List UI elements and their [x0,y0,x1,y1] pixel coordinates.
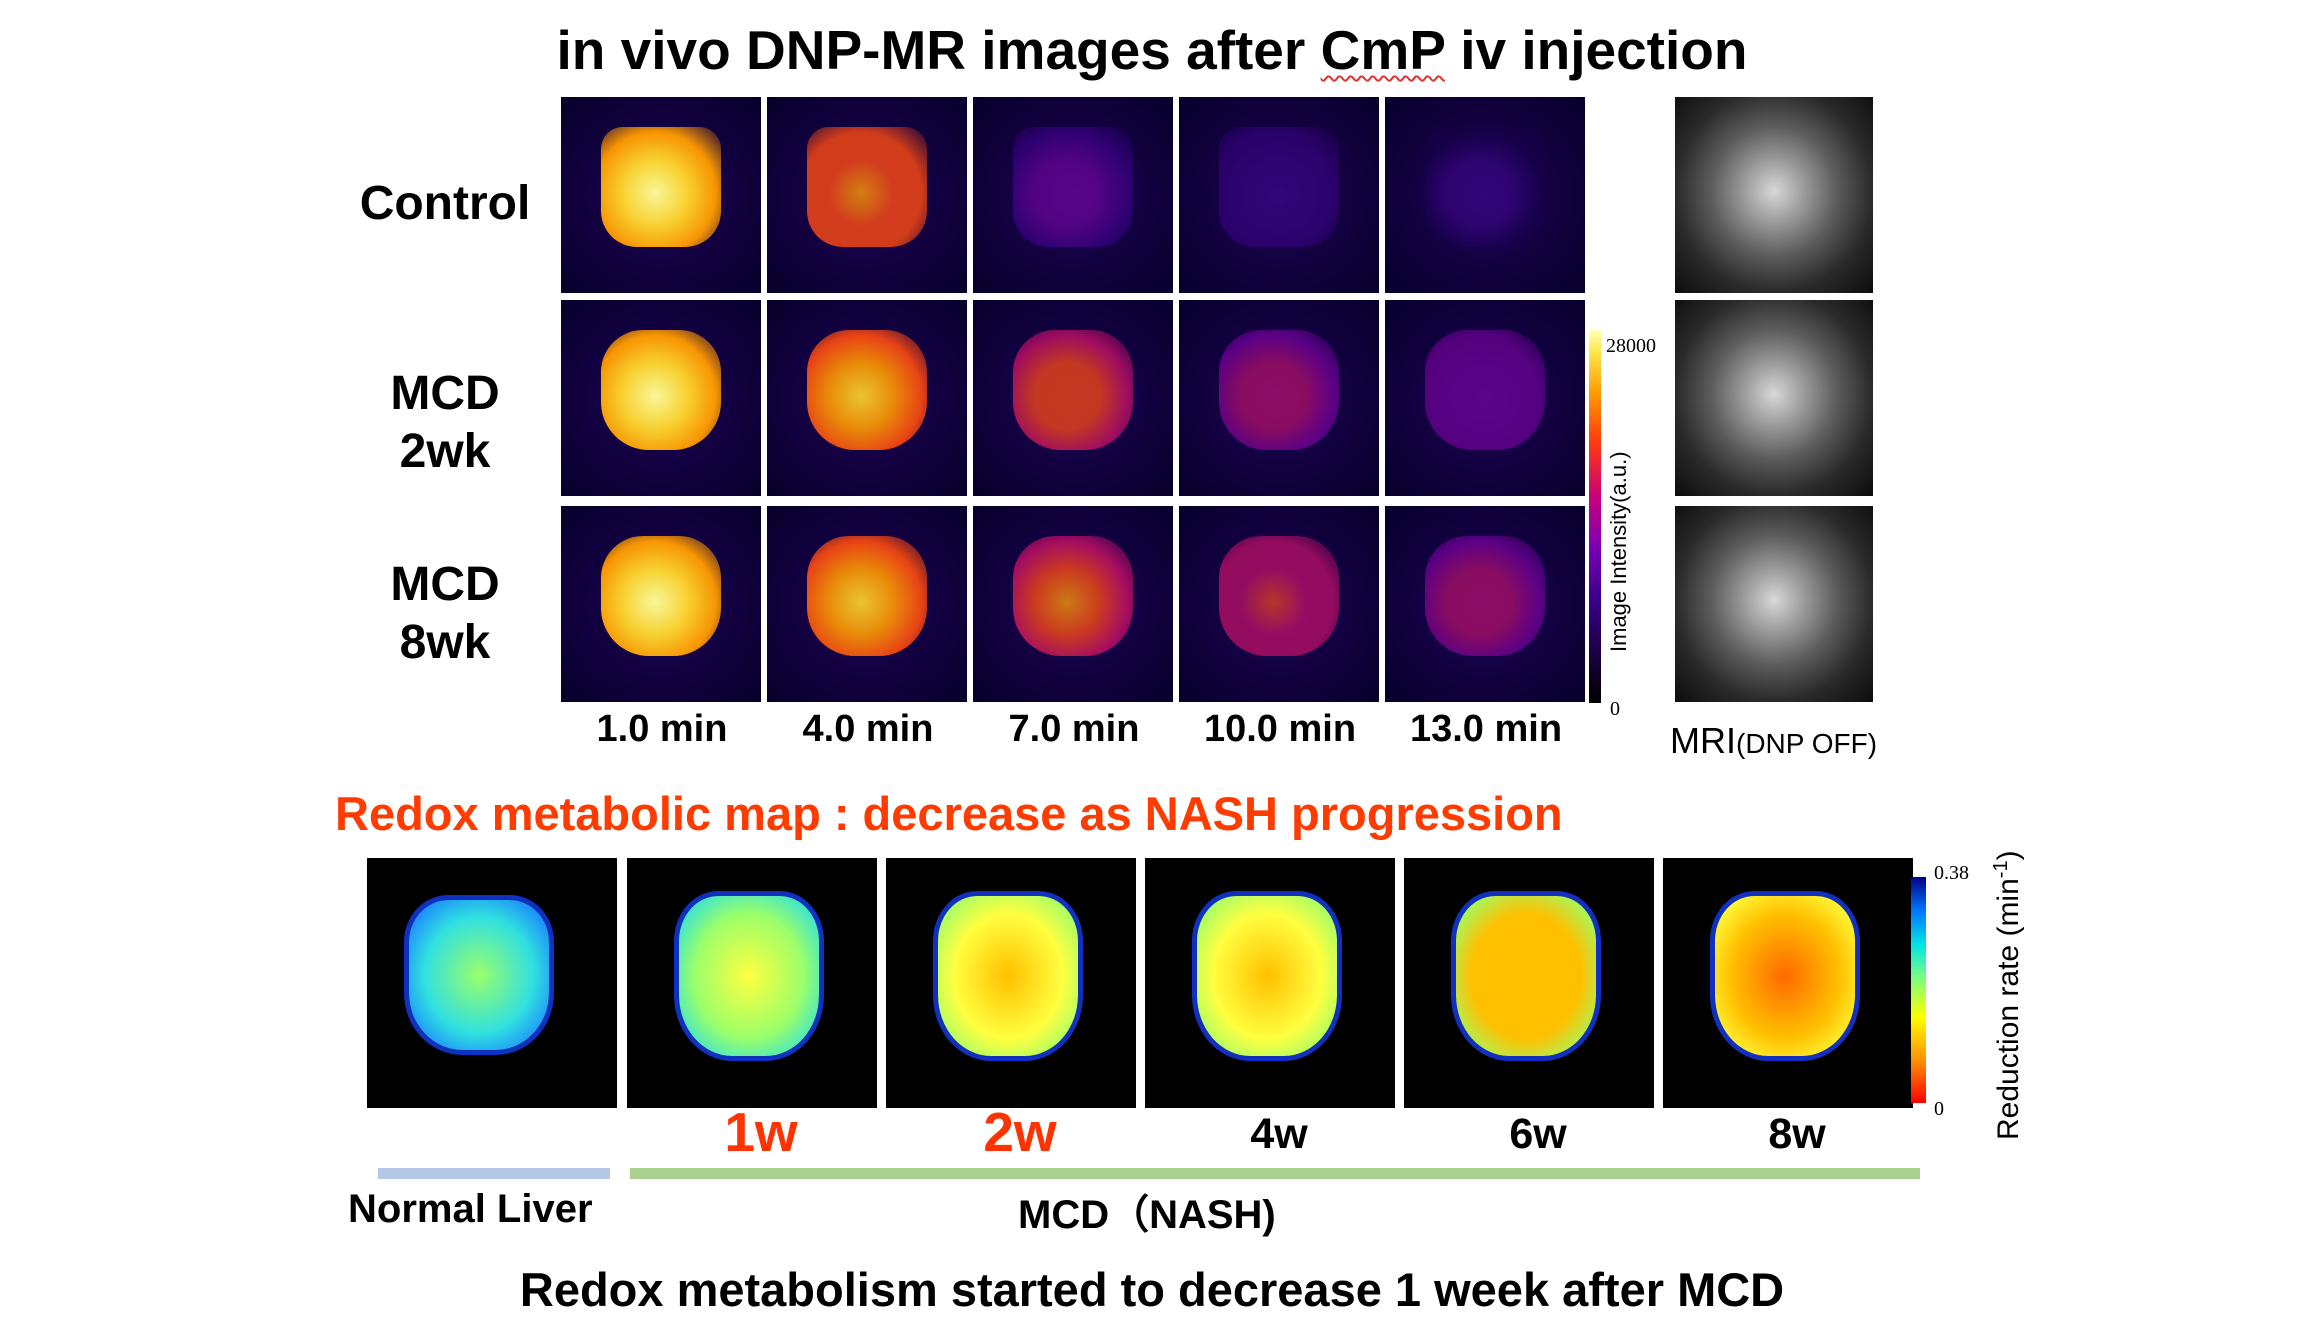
title-prefix: in vivo DNP-MR images after [556,19,1321,81]
figure-title: in vivo DNP-MR images after CmP iv injec… [0,18,2304,82]
liver-signal-blob [1425,330,1545,450]
liver-signal-blob [1219,330,1339,450]
week-label-1w: 1w [724,1101,798,1163]
liver-signal-blob [1425,536,1545,656]
title-suffix: iv injection [1444,19,1748,81]
liver-signal-blob [601,127,721,247]
dnp-image-panel [1385,300,1585,496]
dnp-image-panel [1179,300,1379,496]
row-label-line2: 8wk [399,616,491,669]
mri-label-sub: (DNP OFF) [1736,728,1878,759]
time-label: 13.0 min [1409,708,1563,750]
normal-liver-bar [378,1168,610,1179]
liver-rate-region [679,896,819,1056]
week-label-4w: 4w [1250,1110,1308,1158]
mcd-bar [630,1168,1920,1179]
liver-signal-blob [807,330,927,450]
title-agent: CmP [1320,19,1445,81]
conclusion-text: Redox metabolism started to decrease 1 w… [519,1263,1785,1316]
liver-signal-blob [1013,127,1133,247]
dnp-image-panel [767,300,967,496]
liver-signal-blob [1219,127,1339,247]
week-label-8w: 8w [1768,1110,1826,1158]
redox-map-panel [367,858,617,1108]
liver-signal-blob [1013,536,1133,656]
dnp-image-panel [1385,506,1585,702]
time-label: 4.0 min [802,708,934,750]
mcd-label: MCD（NASH) [1018,1193,1276,1237]
dnp-image-panel [973,506,1173,702]
dnp-image-panel [973,300,1173,496]
intensity-colorbar-max: 28000 [1606,335,1656,357]
rate-colorbar-label-sup: -1 [1990,860,2012,879]
time-label: 7.0 min [1008,708,1140,750]
mri-image-panel [1675,506,1873,702]
liver-rate-region [1197,896,1337,1056]
mri-image-panel [1675,300,1873,496]
week-label-2w: 2w [983,1101,1057,1163]
mri-label-main: MRI [1670,720,1736,761]
row-label-mcd-2wk: MCD 2wk [340,365,550,481]
dnp-image-panel [561,506,761,702]
liver-signal-blob [1013,330,1133,450]
mri-label: MRI(DNP OFF) [1670,720,1877,762]
liver-signal-blob [601,330,721,450]
dnp-image-panel [767,97,967,293]
rate-colorbar-label: Reduction rate (min-1) [1990,850,2026,1140]
week-label-6w: 6w [1509,1110,1567,1158]
intensity-colorbar-min: 0 [1610,698,1620,720]
liver-rate-region [1715,896,1855,1056]
dnp-image-panel [1179,97,1379,293]
dnp-image-panel [561,300,761,496]
dnp-image-panel [973,97,1173,293]
redox-map-panel [627,858,877,1108]
redox-map-panel [1145,858,1395,1108]
redox-map-panel [1404,858,1654,1108]
row-label-control: Control [340,175,550,233]
row-label-line2: 2wk [399,425,491,478]
rate-colorbar-label-main: Reduction rate (min [1992,878,2025,1140]
rate-colorbar-max: 0.38 [1934,862,1969,884]
liver-rate-region [1456,896,1596,1056]
row-label-line1: Control [359,177,531,230]
dnp-image-panel [767,506,967,702]
redox-map-panel [886,858,1136,1108]
row-label-mcd-8wk: MCD 8wk [340,556,550,672]
liver-rate-region [938,896,1078,1056]
liver-signal-blob [807,536,927,656]
dnp-image-panel [561,97,761,293]
time-label: 1.0 min [596,708,728,750]
rate-colorbar-label-end: ) [1992,850,2025,861]
redox-map-title: Redox metabolic map : decrease as NASH p… [335,787,1563,840]
liver-rate-region [409,900,549,1050]
dnp-image-panel [1179,506,1379,702]
time-label: 10.0 min [1203,708,1357,750]
normal-liver-label: Normal Liver [348,1187,593,1231]
liver-signal-blob [1425,127,1545,247]
intensity-colorbar [1589,330,1601,703]
intensity-colorbar-label: Image Intensity(a.u.) [1606,451,1631,652]
row-label-line1: MCD [390,367,500,420]
rate-colorbar-min: 0 [1934,1098,1944,1120]
liver-signal-blob [601,536,721,656]
liver-signal-blob [1219,536,1339,656]
redox-map-panel [1663,858,1913,1108]
liver-signal-blob [807,127,927,247]
dnp-image-panel [1385,97,1585,293]
mri-image-panel [1675,97,1873,293]
rate-colorbar [1911,877,1926,1103]
row-label-line1: MCD [390,558,500,611]
